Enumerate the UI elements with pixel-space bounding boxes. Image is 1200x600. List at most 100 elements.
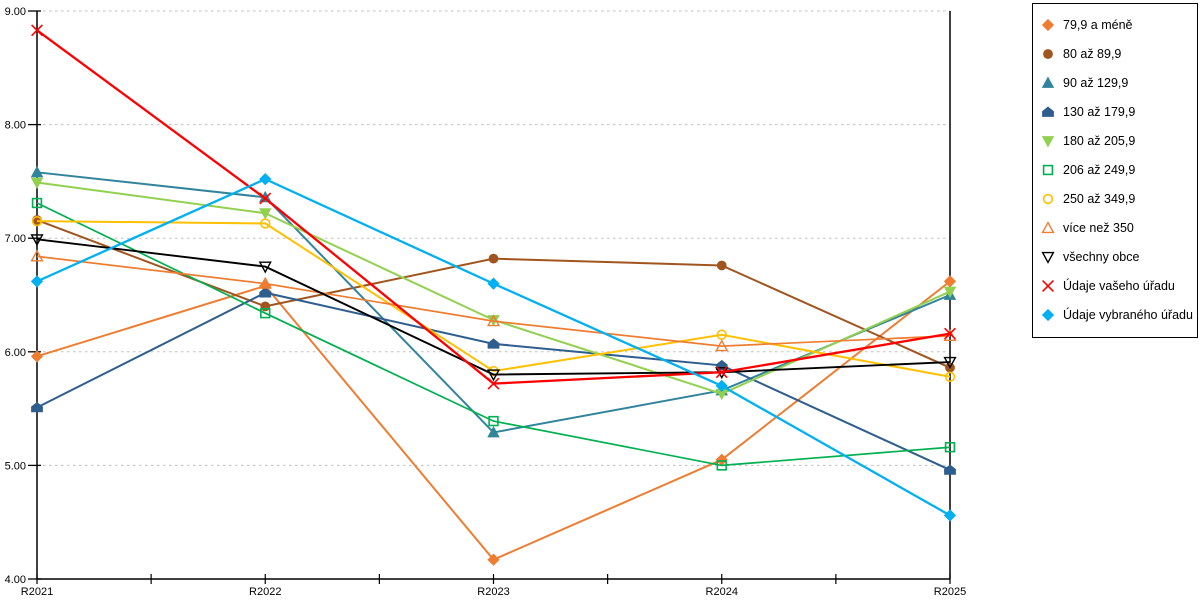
series-line: [36, 29, 951, 385]
data-point: [488, 415, 499, 427]
data-point: [259, 192, 272, 205]
data-point: [943, 286, 957, 299]
y-axis-label: 7.00: [5, 233, 26, 245]
diamond-marker-icon: [943, 509, 957, 522]
data-point: [31, 24, 43, 37]
data-point: [486, 369, 501, 382]
square-marker-icon: [1042, 164, 1054, 175]
legend-marker-icon: [1041, 308, 1055, 321]
data-point: [715, 339, 729, 352]
data-point: [486, 314, 501, 327]
x-cross-marker-icon: [715, 366, 728, 379]
legend-item: 206 až 249,9: [1033, 155, 1197, 184]
circle-marker-icon: [944, 371, 956, 382]
triangle-down-marker-icon: [30, 234, 44, 247]
circle-marker-icon: [31, 215, 43, 227]
triangle-down-marker-icon: [1041, 251, 1055, 264]
y-axis-label: 6.00: [5, 347, 26, 359]
series-line: [36, 202, 951, 467]
series-line: [36, 220, 951, 378]
triangle-down-marker-icon: [943, 286, 957, 299]
data-point: [487, 426, 500, 438]
x-axis-label: R2025: [934, 586, 966, 598]
data-point: [944, 442, 956, 453]
series-line: [36, 171, 951, 434]
data-point: [487, 338, 500, 349]
square-marker-icon: [716, 460, 727, 471]
x-axis-label: R2022: [249, 586, 281, 598]
data-point: [30, 165, 44, 178]
data-point: [260, 218, 271, 229]
diamond-marker-icon: [487, 277, 500, 290]
triangle-down-marker-icon: [30, 177, 44, 189]
diamond-marker-icon: [259, 173, 272, 186]
legend-item-label: Údaje vašeho úřadu: [1063, 278, 1175, 293]
data-point: [944, 371, 956, 382]
data-point: [944, 464, 956, 475]
legend-item: 130 až 179,9: [1033, 97, 1197, 126]
diamond-marker-icon: [487, 553, 500, 566]
legend-item: 250 až 349,9: [1033, 184, 1197, 213]
x-cross-marker-icon: [31, 24, 43, 37]
data-point: [716, 329, 727, 340]
data-point: [30, 177, 44, 189]
data-point: [716, 260, 727, 271]
pentagon-marker-icon: [1042, 105, 1054, 117]
triangle-down-marker-icon: [943, 356, 957, 369]
triangle-up-marker-icon: [487, 426, 500, 438]
legend-marker-icon: [1042, 105, 1054, 117]
legend-item: Údaje vašeho úřadu: [1033, 271, 1197, 300]
data-point: [259, 173, 272, 186]
triangle-up-marker-icon: [1041, 76, 1055, 88]
y-axis-label: 8.00: [5, 120, 26, 132]
circle-marker-icon: [716, 329, 727, 340]
circle-marker-icon: [716, 260, 727, 271]
data-point: [259, 208, 272, 220]
legend-item-label: Údaje vybraného úřadu: [1063, 307, 1193, 322]
data-point: [258, 276, 272, 289]
circle-marker-icon: [1043, 48, 1053, 59]
pentagon-marker-icon: [259, 287, 272, 298]
data-point: [31, 401, 43, 413]
circle-marker-icon: [488, 253, 499, 264]
data-point: [715, 366, 728, 379]
data-point: [30, 350, 44, 363]
data-point: [487, 553, 500, 566]
legend-item-label: více než 350: [1063, 220, 1134, 235]
triangle-up-marker-icon: [1041, 220, 1055, 233]
legend: 79,9 a méně 80 až 89,9 90 až 129,9 130 až 1…: [1032, 3, 1198, 338]
series-line: [36, 255, 951, 347]
triangle-up-marker-icon: [30, 165, 44, 178]
x-cross-marker-icon: [259, 192, 272, 205]
legend-marker-icon: [1042, 164, 1054, 175]
legend-item-label: 79,9 a méně: [1063, 17, 1133, 32]
legend-item: 90 až 129,9: [1033, 68, 1197, 97]
legend-item: 79,9 a méně: [1033, 10, 1197, 39]
diamond-marker-icon: [1041, 308, 1055, 321]
circle-marker-icon: [260, 218, 271, 229]
pentagon-marker-icon: [944, 464, 956, 475]
legend-item: všechny obce: [1033, 242, 1197, 271]
data-point: [715, 379, 728, 392]
data-point: [258, 261, 272, 274]
x-cross-marker-icon: [944, 327, 956, 340]
y-axis-label: 5.00: [5, 460, 26, 472]
x-cross-marker-icon: [1042, 279, 1054, 292]
legend-item: Údaje vybraného úřadu: [1033, 300, 1197, 329]
legend-marker-icon: [1041, 251, 1055, 264]
data-point: [31, 197, 43, 209]
diamond-marker-icon: [715, 379, 728, 392]
x-axis-label: R2021: [21, 586, 53, 598]
data-point: [944, 327, 956, 340]
triangle-up-marker-icon: [258, 276, 272, 289]
legend-item-label: všechny obce: [1063, 249, 1140, 264]
data-point: [943, 509, 957, 522]
triangle-up-marker-icon: [715, 339, 729, 352]
triangle-down-marker-icon: [1041, 135, 1055, 147]
x-axis-label: R2024: [706, 586, 738, 598]
legend-item-label: 250 až 349,9: [1063, 191, 1136, 206]
triangle-down-marker-icon: [259, 208, 272, 220]
data-point: [260, 307, 271, 319]
